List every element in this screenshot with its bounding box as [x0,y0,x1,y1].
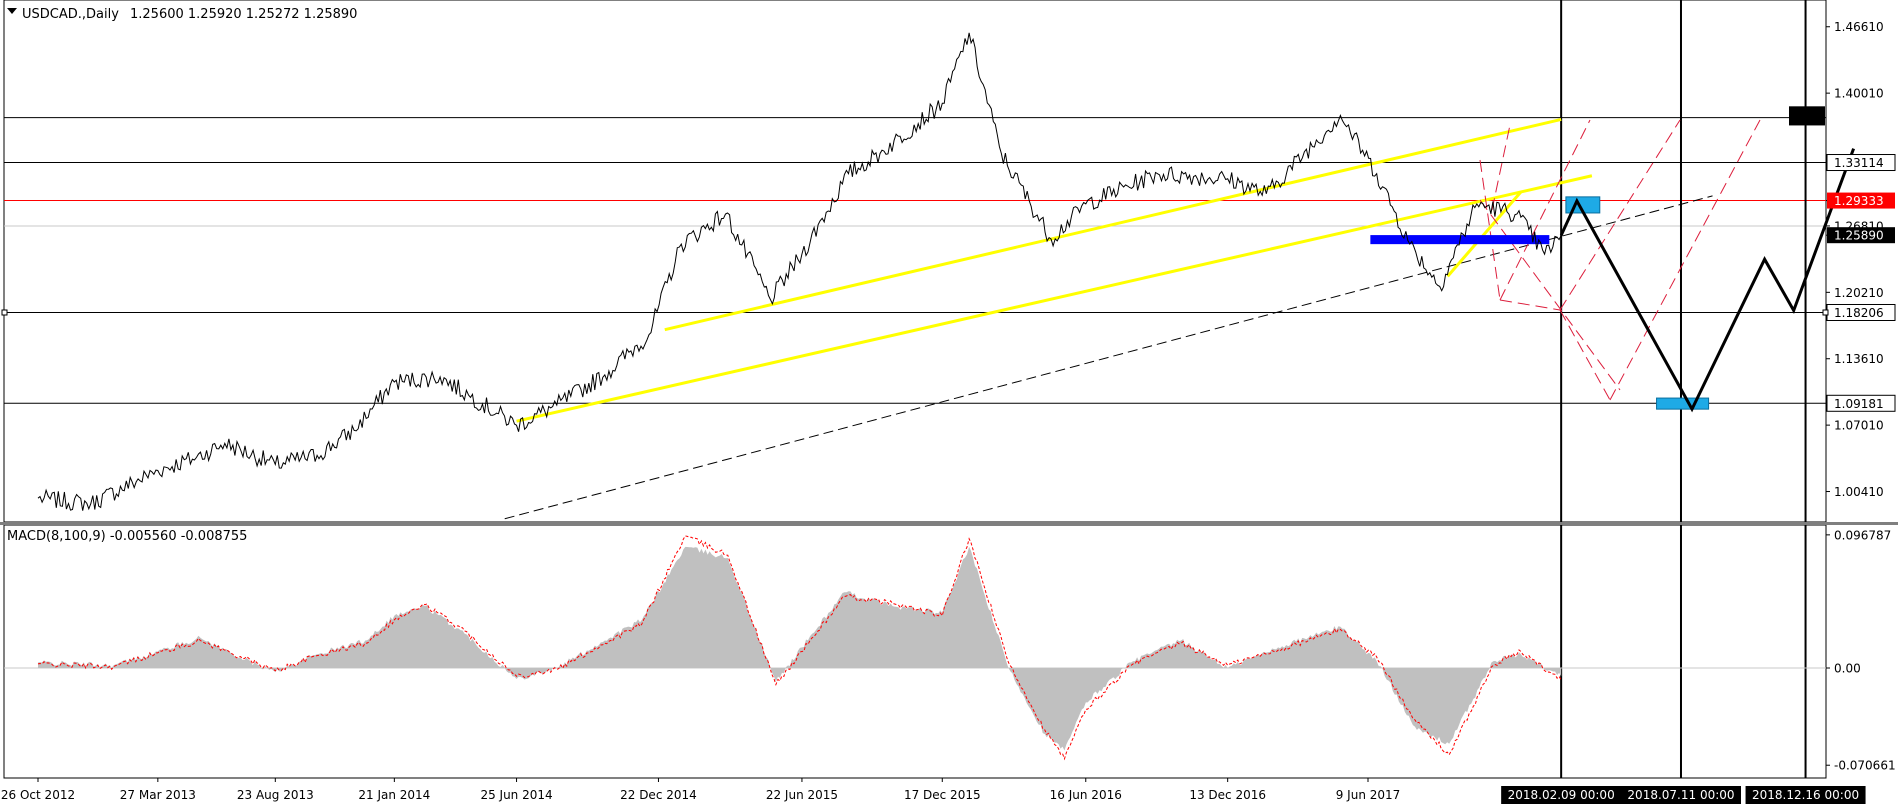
projection-channel-line-6[interactable] [1499,299,1561,311]
yellow-trendline-2[interactable] [1446,190,1523,278]
level-handle-right[interactable] [1822,309,1829,316]
yellow-trendline-1[interactable] [516,174,1593,423]
time-highlight-box-1 [1620,786,1741,804]
price-axis-label-6: 1.20210 [1834,286,1884,300]
price-axis-label-0: 1.46610 [1834,20,1884,34]
time-highlight-label-1: 2018.07.11 00:00 [1627,788,1734,802]
time-axis-label-0: 26 Oct 2012 [1,788,75,802]
time-axis-label-9: 13 Dec 2016 [1189,788,1266,802]
time-axis-label-3: 21 Jan 2014 [358,788,430,802]
projection-channel-line-1[interactable] [1499,119,1591,301]
time-highlight-box-0 [1501,786,1622,804]
macd-axis-label-2: -0.070661 [1834,759,1896,773]
macd-axis-label-0: 0.096787 [1834,528,1891,542]
dashed-trendline[interactable] [504,195,1713,520]
price-axis-label-5: 1.25890 [1834,229,1884,243]
dropdown-triangle-icon[interactable] [7,8,17,14]
time-axis-label-8: 16 Jun 2016 [1050,788,1122,802]
price-pane [4,0,1856,522]
price-label-box-3 [1827,192,1895,209]
ohlc-values: 1.25600 1.25920 1.25272 1.25890 [130,7,357,22]
macd-signal-line[interactable] [37,535,1562,761]
macd-label: MACD(8,100,9) -0.005560 -0.008755 [7,529,247,544]
projection-path[interactable] [1559,148,1856,413]
yellow-trendline-0[interactable] [664,117,1562,332]
price-axis-label-9: 1.09181 [1834,397,1884,411]
projection-channel-line-5[interactable] [1479,159,1501,301]
price-label-box-9 [1826,394,1896,412]
macd-pane [4,525,1826,778]
price-axis-label-1: 1.40010 [1834,87,1884,101]
time-axis-label-10: 9 Jun 2017 [1336,788,1401,802]
projection-channel-line-4[interactable] [1479,199,1621,391]
macd-histogram[interactable] [38,546,1562,751]
price-line[interactable] [37,32,1562,511]
projection-channel-line-2[interactable] [1559,119,1681,311]
target-zone-cyan-1[interactable] [1656,397,1710,410]
macd-axis-label-1: 0.00 [1834,662,1861,676]
projection-channel-line-0[interactable] [1491,124,1511,211]
time-axis-label-2: 23 Aug 2013 [237,788,314,802]
time-axis-label-4: 25 Jun 2014 [480,788,552,802]
price-axis-label-8: 1.13610 [1834,352,1884,366]
time-axis-label-5: 22 Dec 2014 [620,788,697,802]
time-highlight-label-2: 2018.12.16 00:00 [1752,788,1859,802]
black-marker-box[interactable] [1788,106,1825,126]
time-highlight-label-0: 2018.02.09 00:00 [1508,788,1615,802]
price-label-box-2 [1826,154,1896,172]
level-handle-left[interactable] [1,309,8,316]
price-axis-label-11: 1.00410 [1834,485,1884,499]
price-axis-label-3: 1.29333 [1834,194,1884,208]
symbol-label: USDCAD.,Daily [22,7,119,22]
axes: 1.466101.400101.331141.293331.268101.258… [1,20,1896,804]
time-axis-label-1: 27 Mar 2013 [120,788,196,802]
price-axis-label-7: 1.18206 [1834,306,1884,320]
time-highlight-box-2 [1745,786,1866,804]
time-axis-label-6: 22 Jun 2015 [766,788,838,802]
price-axis-label-2: 1.33114 [1834,156,1884,170]
time-axis-label-7: 17 Dec 2015 [904,788,981,802]
price-label-box-5 [1827,227,1895,244]
price-axis-label-10: 1.07010 [1834,419,1884,433]
